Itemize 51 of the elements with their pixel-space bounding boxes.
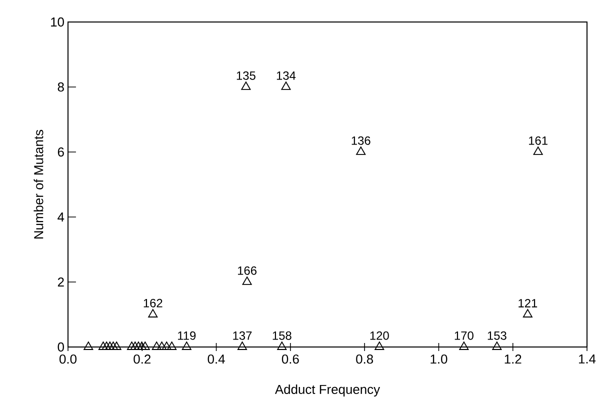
annotation: 120 xyxy=(370,331,389,340)
annotation: 166 xyxy=(238,266,257,275)
y-tick-label: 0 xyxy=(58,342,64,352)
y-tick-label: 4 xyxy=(58,212,64,222)
annotation: 161 xyxy=(529,136,548,145)
point xyxy=(492,342,502,350)
annotation: 134 xyxy=(276,71,296,80)
point xyxy=(356,146,366,155)
annotation: 137 xyxy=(233,331,252,340)
point xyxy=(127,342,137,350)
annotation: 119 xyxy=(178,331,196,340)
y-tick-label: 8 xyxy=(58,82,64,92)
point xyxy=(157,342,167,350)
y-axis-title: Number of Mutants xyxy=(34,130,44,238)
x-tick-label: 1.4 xyxy=(578,354,596,364)
x-tick-label: 0.0 xyxy=(60,354,77,364)
point xyxy=(167,342,177,350)
point xyxy=(459,342,469,350)
point xyxy=(374,342,384,350)
point xyxy=(242,276,252,285)
x-tick-label: 0.8 xyxy=(356,354,374,364)
point xyxy=(148,309,158,318)
x-tick-label: 0.4 xyxy=(208,354,225,364)
annotation: 136 xyxy=(352,136,370,145)
point xyxy=(281,82,291,90)
x-tick-label: 1.0 xyxy=(430,354,448,364)
point xyxy=(277,342,287,350)
y-tick-label: 6 xyxy=(58,147,64,157)
x-tick-label: 1.2 xyxy=(504,354,522,364)
annotation: 121 xyxy=(518,298,538,308)
annotation: 158 xyxy=(272,331,292,340)
point xyxy=(162,342,172,350)
x-axis-title: Adduct Frequency xyxy=(274,384,380,397)
annotation: 162 xyxy=(144,298,162,308)
point xyxy=(241,82,251,90)
y-tick-label: 2 xyxy=(58,277,64,287)
point xyxy=(182,342,192,350)
point xyxy=(112,342,122,350)
x-tick-label: 0.6 xyxy=(282,354,299,364)
point xyxy=(522,309,532,318)
point xyxy=(98,342,108,350)
point xyxy=(84,342,94,350)
x-tick-label: 0.2 xyxy=(134,354,150,364)
annotation: 153 xyxy=(488,331,506,340)
point xyxy=(237,342,247,350)
y-tick-label: 10 xyxy=(51,17,64,27)
annotation: 135 xyxy=(236,71,256,80)
point xyxy=(152,342,162,350)
point xyxy=(533,146,543,155)
point xyxy=(140,342,150,350)
annotation: 170 xyxy=(454,331,474,340)
